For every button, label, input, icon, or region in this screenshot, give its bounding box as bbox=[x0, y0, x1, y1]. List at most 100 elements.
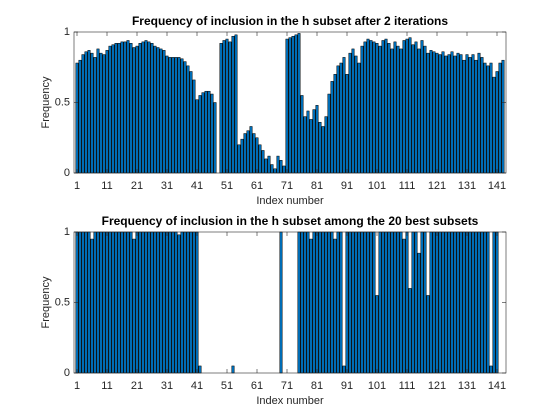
bar bbox=[465, 54, 469, 174]
y-tick-label: 1 bbox=[64, 26, 70, 38]
x-tick-label: 11 bbox=[101, 180, 112, 192]
bar bbox=[297, 231, 301, 374]
bar bbox=[192, 79, 196, 174]
chart-title: Frequency of inclusion in the h subset a… bbox=[102, 214, 479, 228]
bar bbox=[120, 231, 124, 374]
bar bbox=[144, 231, 148, 374]
bar bbox=[99, 231, 103, 374]
bar bbox=[342, 365, 346, 374]
bar bbox=[456, 231, 460, 374]
bar bbox=[447, 54, 451, 174]
bar bbox=[267, 155, 271, 174]
bar bbox=[219, 43, 223, 174]
bar bbox=[273, 168, 277, 174]
bar bbox=[165, 231, 169, 374]
x-tick-label: 31 bbox=[161, 380, 173, 392]
bar bbox=[501, 59, 505, 174]
x-axis-label: Index number bbox=[256, 195, 324, 207]
bar bbox=[351, 48, 355, 174]
bar bbox=[126, 40, 130, 174]
bar bbox=[405, 231, 409, 374]
bar bbox=[117, 231, 121, 374]
bar bbox=[420, 231, 424, 374]
bar bbox=[483, 231, 487, 374]
bar bbox=[303, 116, 307, 174]
bar bbox=[423, 231, 427, 374]
bar bbox=[453, 231, 457, 374]
bar bbox=[231, 35, 235, 174]
bar bbox=[81, 231, 85, 374]
bar bbox=[384, 231, 388, 374]
bar bbox=[381, 231, 385, 374]
y-axis-label: Frequency bbox=[40, 276, 52, 328]
bar bbox=[300, 95, 304, 174]
x-tick-label: 91 bbox=[341, 380, 353, 392]
x-tick-label: 101 bbox=[368, 380, 386, 392]
bar bbox=[402, 238, 406, 374]
bar bbox=[177, 57, 181, 174]
bar bbox=[459, 54, 463, 174]
bar bbox=[366, 38, 370, 174]
bar bbox=[96, 231, 100, 374]
bar bbox=[351, 231, 355, 374]
bar bbox=[495, 231, 499, 374]
bar bbox=[363, 41, 367, 174]
bar bbox=[411, 44, 415, 174]
bar bbox=[138, 231, 142, 374]
bar bbox=[111, 231, 115, 374]
bar bbox=[438, 231, 442, 374]
x-tick-label: 1 bbox=[74, 380, 80, 392]
x-tick-label: 61 bbox=[251, 380, 263, 392]
bar bbox=[183, 231, 187, 374]
bar bbox=[165, 55, 169, 174]
bar bbox=[489, 365, 493, 374]
bar bbox=[441, 231, 445, 374]
bar bbox=[480, 231, 484, 374]
bar bbox=[414, 231, 418, 374]
bar bbox=[486, 65, 490, 174]
bar bbox=[324, 116, 328, 174]
y-axis-label: Frequency bbox=[40, 76, 52, 128]
bar bbox=[492, 76, 496, 174]
bar bbox=[423, 45, 427, 174]
bar bbox=[90, 238, 94, 374]
bar bbox=[372, 231, 376, 374]
bar bbox=[348, 52, 352, 174]
bar bbox=[258, 144, 262, 174]
bar bbox=[123, 41, 127, 174]
bar bbox=[123, 231, 127, 374]
bar bbox=[345, 74, 349, 174]
bar bbox=[339, 62, 343, 174]
x-tick-label: 91 bbox=[341, 180, 353, 192]
bar bbox=[111, 44, 115, 174]
bar bbox=[102, 54, 106, 174]
bar bbox=[453, 55, 457, 174]
bar bbox=[189, 71, 193, 174]
chart-title: Frequency of inclusion in the h subset a… bbox=[132, 14, 448, 28]
y-tick-label: 0 bbox=[64, 367, 70, 379]
x-tick-label: 111 bbox=[399, 380, 416, 392]
bar bbox=[342, 57, 346, 174]
bar bbox=[387, 231, 391, 374]
bar bbox=[234, 34, 238, 174]
bar bbox=[189, 231, 193, 374]
bar bbox=[195, 99, 199, 174]
bar bbox=[306, 231, 310, 374]
x-tick-label: 1 bbox=[74, 180, 80, 192]
bar bbox=[360, 231, 364, 374]
bar bbox=[369, 40, 373, 174]
bar bbox=[132, 238, 136, 374]
bar bbox=[162, 231, 166, 374]
bar bbox=[366, 231, 370, 374]
bar bbox=[372, 41, 376, 174]
bar bbox=[327, 93, 331, 174]
bar bbox=[438, 54, 442, 174]
x-tick-label: 31 bbox=[161, 180, 173, 192]
bar bbox=[486, 231, 490, 374]
x-tick-label: 41 bbox=[191, 180, 203, 192]
bar bbox=[435, 231, 439, 374]
bar bbox=[78, 59, 82, 174]
bar bbox=[171, 57, 175, 174]
bar bbox=[180, 58, 184, 174]
bar bbox=[195, 231, 199, 374]
